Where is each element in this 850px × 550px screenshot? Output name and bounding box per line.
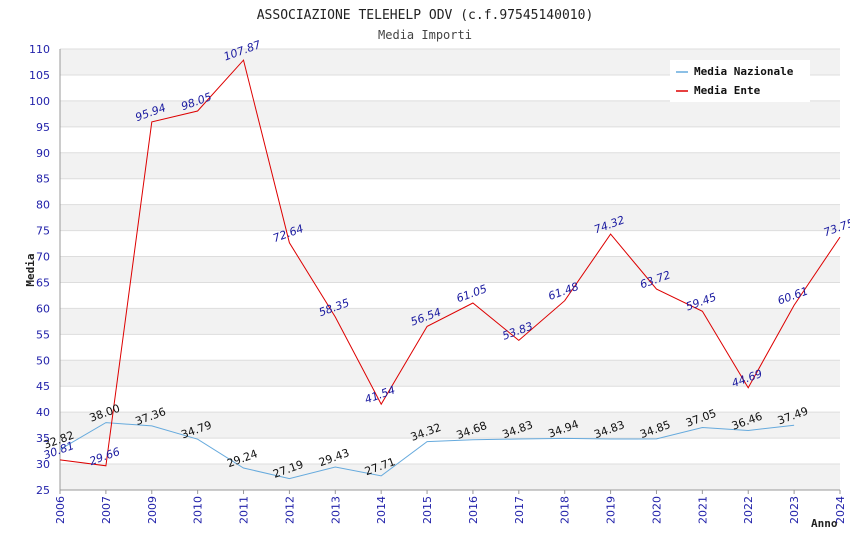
grid-band [60,256,840,283]
x-tick-label: 2016 [467,496,480,524]
grid-band [60,360,840,387]
series-line-ente [59,59,841,467]
x-tick-label: 2010 [192,496,205,524]
y-tick-label: 100 [29,95,50,108]
grid-band [60,100,840,127]
x-tick-label: 2014 [375,496,388,524]
grid-band [60,152,840,179]
x-tick-label: 2011 [238,496,251,524]
y-tick-label: 60 [36,302,50,315]
x-axis-ticks: 2006 2007 2009 2010 2011 2012 2013 2014 2015 2016… [54,490,847,524]
data-label-ente: 61.05 [455,282,489,305]
legend-box [670,60,810,102]
x-tick-label: 2017 [513,496,526,524]
x-tick-label: 2007 [100,496,113,524]
x-tick-label: 2019 [605,496,618,524]
y-tick-label: 70 [36,251,50,264]
chart-title: ASSOCIAZIONE TELEHELP ODV (c.f.975451400… [257,8,594,23]
y-tick-label: 65 [36,276,50,289]
x-axis-label: Anno [811,517,838,530]
gridlines [60,48,840,491]
y-tick-label: 55 [36,328,50,341]
series-group [59,59,841,480]
legend: Media Nazionale Media Ente [670,60,810,102]
x-tick-label: 2023 [788,496,801,524]
y-tick-label: 45 [36,380,50,393]
x-tick-label: 2006 [54,496,67,524]
y-tick-label: 30 [36,458,50,471]
grid-band [60,464,840,490]
x-tick-label: 2020 [650,496,663,524]
x-tick-label: 2018 [559,496,572,524]
y-axis-label: Media [24,253,37,286]
x-tick-label: 2024 [834,496,847,524]
x-tick-label: 2022 [742,496,755,524]
legend-label-nazionale: Media Nazionale [694,65,794,78]
y-tick-label: 85 [36,173,50,186]
y-tick-label: 40 [36,406,50,419]
chart-subtitle: Media Importi [378,28,472,42]
grid-bands [60,49,840,490]
y-tick-label: 75 [36,225,50,238]
grid-band [60,412,840,439]
y-tick-label: 25 [36,484,50,497]
data-label-ente: 61.48 [546,280,580,303]
x-tick-label: 2012 [283,496,296,524]
y-tick-label: 95 [36,121,50,134]
y-axis-ticks: 25 30 35 40 45 50 55 60 65 70 75 80 85 90 95 100 105 110 [29,43,50,497]
x-tick-label: 2013 [329,496,342,524]
y-tick-label: 50 [36,354,50,367]
y-tick-label: 80 [36,199,50,212]
x-tick-label: 2015 [421,496,434,524]
x-tick-label: 2021 [696,496,709,524]
y-tick-label: 90 [36,147,50,160]
y-tick-label: 105 [29,69,50,82]
y-tick-label: 110 [29,43,50,56]
legend-label-ente: Media Ente [694,84,761,97]
x-tick-label: 2009 [146,496,159,524]
y-tick-label: 35 [36,432,50,445]
data-label-ente: 60.61 [776,284,810,307]
grid-band [60,308,840,335]
grid-band [60,204,840,231]
series-line-nazionale [59,422,795,480]
